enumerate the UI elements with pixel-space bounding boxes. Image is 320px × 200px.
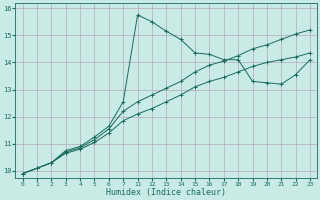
X-axis label: Humidex (Indice chaleur): Humidex (Indice chaleur)	[106, 188, 226, 197]
